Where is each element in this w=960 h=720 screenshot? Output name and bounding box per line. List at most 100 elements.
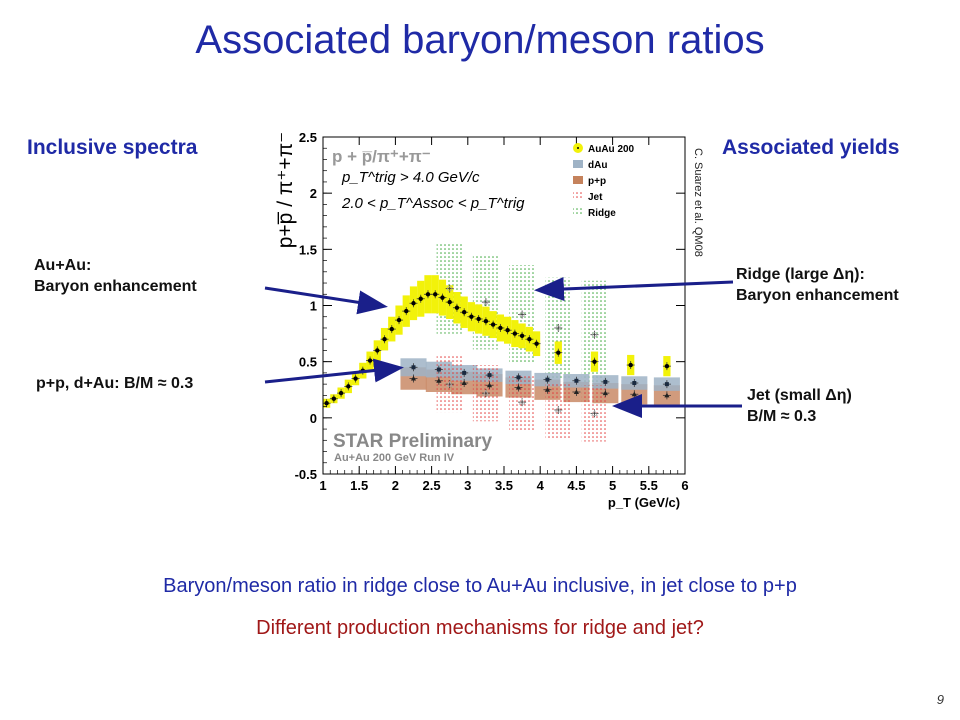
point-auau200	[389, 326, 394, 332]
point-pp	[573, 389, 579, 394]
point-auau200	[461, 310, 467, 315]
pp-dau-annotation: p+p, d+Au: B/M ≈ 0.3	[36, 375, 194, 392]
auau-annotation: Au+Au: Baryon enhancement	[34, 257, 197, 295]
conclusion-line: Baryon/meson ratio in ridge close to Au+…	[163, 575, 797, 597]
legend-swatch-jet	[573, 192, 583, 200]
legend-swatch-auau	[573, 143, 583, 153]
point-dau	[411, 365, 416, 370]
legend-swatch-pp	[573, 176, 583, 184]
point-auau200	[556, 350, 561, 355]
point-auau200	[447, 299, 452, 305]
point-auau200	[476, 316, 481, 322]
slide-title: Associated baryon/meson ratios	[195, 18, 765, 62]
point-dau	[462, 370, 467, 375]
legend-label: p+p	[588, 176, 606, 187]
credit-note: C. Suarez et al. QM08	[692, 148, 704, 257]
inner-title: p + p̅/π⁺+π⁻	[332, 147, 431, 166]
point-dau	[574, 378, 579, 383]
page-number: 9	[936, 692, 944, 707]
star-preliminary: STAR Preliminary	[333, 431, 493, 452]
associated-yields-heading: Associated yields	[722, 136, 900, 159]
trigger-cut: p_T^trig > 4.0 GeV/c	[341, 169, 480, 186]
point-auau200	[411, 301, 416, 306]
point-auau200	[367, 358, 373, 363]
x-tick-label: 5.5	[640, 478, 658, 493]
x-tick-label: 1	[319, 478, 326, 493]
legend-label: AuAu 200	[588, 144, 635, 155]
x-tick-label: 2	[392, 478, 399, 493]
y-axis-label: p+p̅ / π⁺+π⁻	[274, 132, 297, 249]
point-auau200	[483, 319, 489, 324]
point-auau200	[512, 331, 518, 336]
x-tick-label: 3	[464, 478, 471, 493]
y-tick-label: 0.5	[299, 355, 317, 370]
point-pp	[461, 380, 467, 386]
y-tick-label: -0.5	[295, 467, 317, 482]
point-auau200	[324, 401, 329, 406]
x-tick-label: 4	[537, 478, 545, 493]
point-auau200	[375, 348, 380, 353]
point-ridge	[447, 286, 453, 292]
point-auau200	[425, 292, 431, 297]
y-tick-label: 1.5	[299, 242, 317, 257]
arrow-pp-dau	[264, 358, 404, 384]
point-auau200	[454, 305, 460, 310]
point-pp	[544, 387, 551, 392]
jet-annotation: Jet (small Δη) B/M ≈ 0.3	[747, 387, 852, 425]
point-auau200	[592, 359, 597, 364]
point-auau200	[664, 363, 670, 369]
point-jet	[518, 398, 526, 405]
x-tick-label: 5	[609, 478, 616, 493]
point-auau200	[498, 325, 503, 331]
question-line: Different production mechanisms for ridg…	[256, 617, 704, 639]
arrow-ridge	[534, 277, 734, 301]
point-auau200	[353, 376, 358, 381]
point-auau200	[404, 308, 409, 314]
point-pp	[602, 390, 608, 396]
x-tick-label: 4.5	[567, 478, 585, 493]
point-pp	[515, 384, 522, 390]
y-tick-label: 2	[310, 186, 317, 201]
point-dau	[545, 377, 550, 382]
point-dau	[516, 375, 521, 380]
point-auau200	[628, 362, 633, 368]
point-auau200	[433, 292, 438, 297]
point-ridge	[591, 332, 598, 338]
point-ridge	[483, 299, 489, 305]
point-auau200	[396, 317, 402, 323]
y-tick-label: 2.5	[299, 130, 317, 145]
star-run-info: Au+Au 200 GeV Run IV	[334, 452, 455, 464]
ridge-annotation: Ridge (large Δη): Baryon enhancement	[736, 266, 899, 304]
point-pp	[436, 378, 442, 383]
arrow-auau	[264, 286, 388, 315]
point-jet	[591, 409, 598, 416]
point-auau200	[469, 314, 474, 319]
legend-swatch-ridge	[573, 208, 583, 216]
point-dau	[487, 373, 492, 378]
point-jet	[446, 380, 453, 387]
point-jet	[482, 389, 490, 396]
y-tick-label: 0	[310, 411, 317, 426]
inclusive-spectra-heading: Inclusive spectra	[27, 136, 198, 159]
point-auau200	[331, 396, 337, 401]
x-tick-label: 2.5	[423, 478, 441, 493]
x-axis-label: p_T (GeV/c)	[608, 495, 680, 510]
point-jet	[555, 406, 562, 413]
point-pp	[664, 392, 670, 398]
point-dau	[664, 382, 669, 387]
point-dau	[632, 381, 637, 386]
point-auau200	[382, 337, 387, 342]
point-pp	[410, 375, 417, 381]
x-tick-label: 3.5	[495, 478, 513, 493]
point-dau	[436, 367, 441, 372]
point-auau200	[519, 333, 525, 339]
point-dau	[603, 379, 608, 384]
legend-swatch-dau	[573, 160, 583, 168]
y-tick-label: 1	[310, 299, 317, 314]
point-ridge	[519, 311, 525, 318]
legend-label: Jet	[588, 192, 603, 203]
point-pp	[486, 382, 493, 388]
legend-label: dAu	[588, 160, 607, 171]
associated-cut: 2.0 < p_T^Assoc < p_T^trig	[341, 195, 525, 212]
